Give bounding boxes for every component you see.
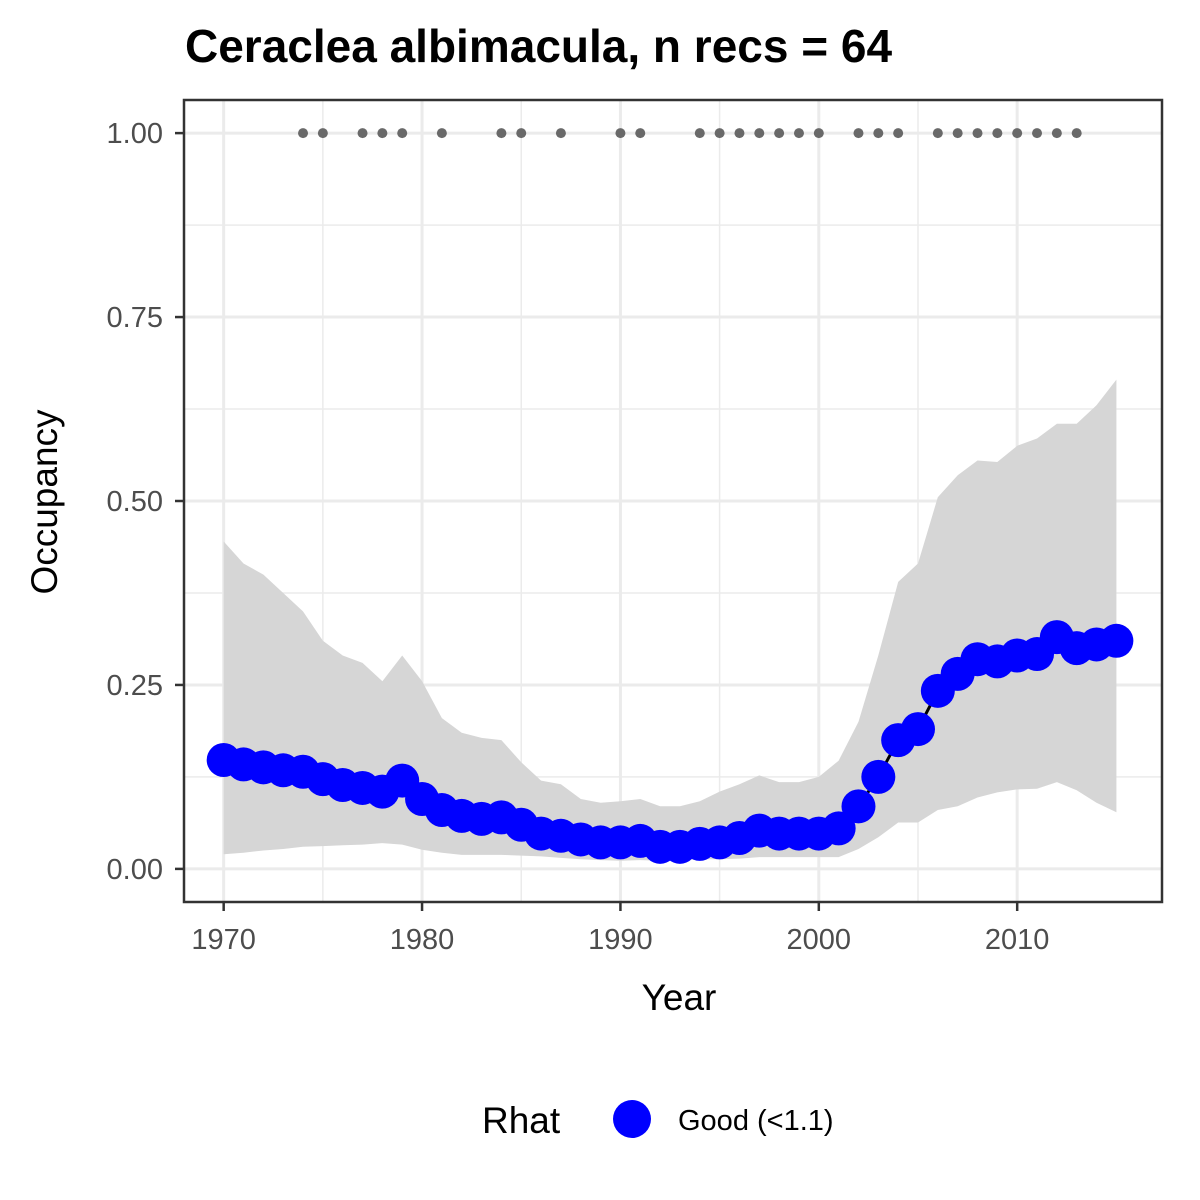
- record-point: [853, 128, 864, 139]
- record-point: [436, 128, 447, 139]
- record-point: [516, 128, 527, 139]
- occupancy-point: [841, 789, 876, 824]
- record-point: [357, 128, 368, 139]
- record-point: [714, 128, 725, 139]
- legend-label-good: Good (<1.1): [678, 1105, 834, 1137]
- legend-title: Rhat: [482, 1100, 561, 1141]
- record-point: [496, 128, 507, 139]
- record-point: [397, 128, 408, 139]
- record-point: [615, 128, 626, 139]
- occupancy-point: [821, 811, 856, 846]
- occupancy-point: [861, 759, 896, 794]
- record-point: [754, 128, 765, 139]
- x-tick-label: 1970: [191, 924, 256, 956]
- y-tick-label: 0.00: [107, 854, 163, 886]
- record-point: [298, 128, 309, 139]
- record-point: [635, 128, 646, 139]
- record-points: [298, 128, 1082, 139]
- y-tick-label: 1.00: [107, 118, 163, 150]
- record-point: [813, 128, 824, 139]
- record-point: [972, 128, 983, 139]
- record-point: [694, 128, 705, 139]
- record-point: [317, 128, 328, 139]
- record-point: [952, 128, 963, 139]
- y-axis-title: Occupancy: [24, 409, 65, 595]
- occupancy-points: [206, 620, 1134, 864]
- record-point: [932, 128, 943, 139]
- record-point: [992, 128, 1003, 139]
- record-point: [1032, 128, 1043, 139]
- chart-title: Ceraclea albimacula, n recs = 64: [185, 20, 892, 72]
- record-point: [793, 128, 804, 139]
- y-tick-label: 0.25: [107, 670, 163, 702]
- x-tick-label: 1980: [390, 924, 455, 956]
- occupancy-point: [1099, 623, 1134, 658]
- legend: Rhat Good (<1.1): [482, 1100, 834, 1141]
- x-tick-label: 1990: [588, 924, 653, 956]
- record-point: [1051, 128, 1062, 139]
- occupancy-point: [900, 712, 935, 747]
- record-point: [377, 128, 388, 139]
- record-point: [734, 128, 745, 139]
- record-point: [555, 128, 566, 139]
- legend-key-good: [613, 1100, 651, 1138]
- y-tick-label: 0.50: [107, 486, 163, 518]
- y-axis: 0.00 0.25 0.50 0.75 1.00: [107, 118, 184, 886]
- x-tick-label: 2000: [787, 924, 852, 956]
- y-tick-label: 0.75: [107, 302, 163, 334]
- record-point: [873, 128, 884, 139]
- record-point: [1071, 128, 1082, 139]
- x-axis-title: Year: [642, 977, 717, 1018]
- record-point: [774, 128, 785, 139]
- record-point: [1012, 128, 1023, 139]
- record-point: [893, 128, 904, 139]
- x-tick-label: 2010: [985, 924, 1050, 956]
- x-axis: 1970 1980 1990 2000 2010: [191, 902, 1049, 956]
